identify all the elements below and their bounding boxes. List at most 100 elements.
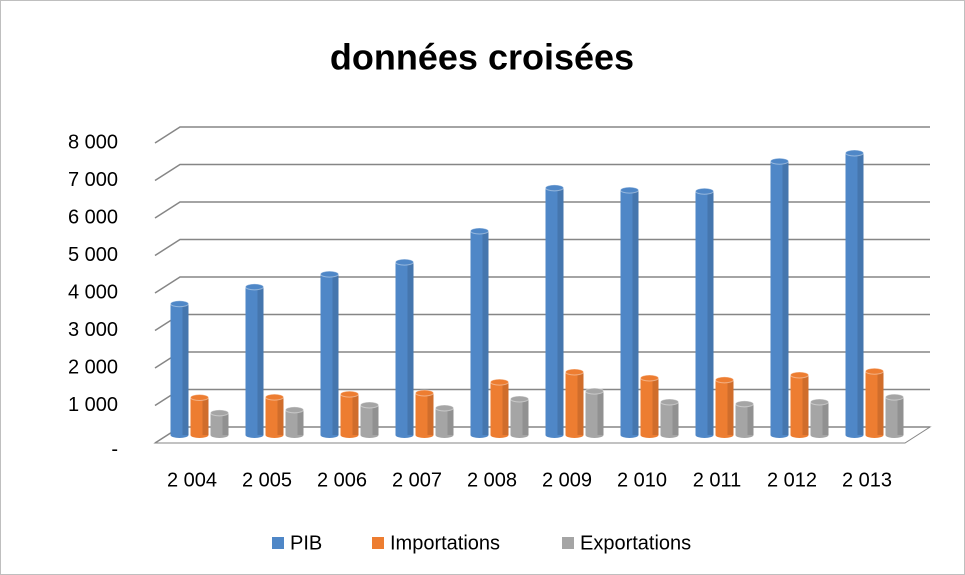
bar-shade: [897, 397, 904, 435]
bar: [245, 286, 264, 435]
bar-top: [565, 368, 584, 376]
bar: [395, 262, 414, 435]
bar-top: [735, 400, 754, 408]
bar-top: [640, 374, 659, 382]
bar: [435, 408, 454, 435]
bar: [885, 397, 904, 435]
bar-top: [845, 149, 864, 157]
bar-shade: [747, 403, 754, 435]
bar-top: [170, 300, 189, 308]
y-tick-label: 4 000: [68, 281, 118, 303]
grid-line: [154, 163, 930, 182]
bar: [415, 393, 434, 435]
bar-top: [620, 186, 639, 194]
bar-top: [770, 157, 789, 165]
bar: [770, 161, 789, 435]
bar-shade: [707, 191, 714, 435]
y-tick-label: 6 000: [68, 206, 118, 228]
bar: [865, 371, 884, 435]
bar-top: [395, 258, 414, 266]
bar: [660, 402, 679, 435]
bar: [585, 391, 604, 435]
bar-shade: [277, 397, 284, 435]
bar-top: [810, 398, 829, 406]
legend-swatch: [372, 537, 384, 549]
bar-top: [190, 394, 209, 401]
bar-shade: [297, 409, 304, 435]
bar-shade: [597, 391, 604, 435]
bar-top: [660, 398, 679, 406]
grid-line: [154, 276, 930, 294]
bar-shade: [877, 371, 884, 435]
bar-top: [415, 389, 434, 397]
bar-shade: [332, 274, 339, 435]
bar-shade: [202, 397, 209, 435]
bar-shade: [482, 231, 489, 435]
bar-shade: [257, 286, 264, 435]
bar: [810, 402, 829, 435]
bar-shade: [522, 399, 529, 435]
x-tick-label: 2 010: [617, 469, 667, 491]
bar-shade: [222, 412, 229, 435]
bar: [470, 231, 489, 435]
y-tick-label: 2 000: [68, 356, 118, 378]
bar: [565, 372, 584, 435]
legend-swatch: [562, 537, 574, 549]
bar: [340, 394, 359, 435]
bar-top: [545, 184, 564, 192]
bar-shade: [577, 372, 584, 435]
x-tick-label: 2 013: [842, 469, 892, 491]
x-tick-label: 2 008: [467, 469, 517, 491]
bar: [170, 303, 189, 435]
y-tick-label: 8 000: [68, 131, 118, 153]
bar-top: [490, 378, 509, 386]
bar-top: [715, 376, 734, 384]
legend-label: PIB: [290, 532, 322, 554]
bar-top: [470, 227, 489, 235]
bar: [845, 153, 864, 435]
bar-shade: [652, 378, 659, 435]
bar-shade: [632, 190, 639, 435]
bar-shade: [427, 393, 434, 435]
y-tick-label: 5 000: [68, 244, 118, 266]
bar-shade: [557, 187, 564, 435]
bar-shade: [672, 402, 679, 435]
bar-top: [245, 283, 264, 291]
x-tick-label: 2 011: [693, 469, 742, 491]
bar-shade: [782, 161, 789, 435]
bar-shade: [352, 394, 359, 435]
y-tick-label: -: [111, 438, 118, 460]
bar: [790, 375, 809, 435]
legend-label: Exportations: [580, 532, 691, 554]
y-tick-label: 7 000: [68, 169, 118, 191]
bar: [285, 409, 304, 435]
bar: [735, 403, 754, 435]
x-tick-label: 2 005: [242, 469, 292, 491]
x-tick-label: 2 004: [167, 469, 217, 491]
chart-title: données croisées: [330, 37, 634, 78]
grid-line: [154, 238, 930, 257]
bar-top: [210, 409, 229, 417]
bar-top: [340, 390, 359, 398]
y-tick-label: 3 000: [68, 319, 118, 341]
bar: [190, 397, 209, 435]
bar-top: [790, 371, 809, 379]
bar: [545, 187, 564, 435]
legend-swatch: [272, 537, 284, 549]
bar: [210, 412, 229, 435]
bar-top: [285, 406, 304, 414]
bar-shade: [407, 262, 414, 435]
bar-shade: [857, 153, 864, 435]
bar-top: [320, 270, 339, 278]
grid-line: [154, 126, 930, 144]
bar-shade: [447, 408, 454, 435]
y-tick-label: 1 000: [68, 394, 118, 416]
x-tick-label: 2 012: [767, 469, 817, 491]
bar-shade: [182, 303, 189, 435]
x-tick-label: 2 006: [317, 469, 367, 491]
bar-top: [695, 187, 714, 195]
bar-shade: [727, 379, 734, 435]
bar-shade: [372, 405, 379, 435]
bar-top: [885, 393, 904, 401]
